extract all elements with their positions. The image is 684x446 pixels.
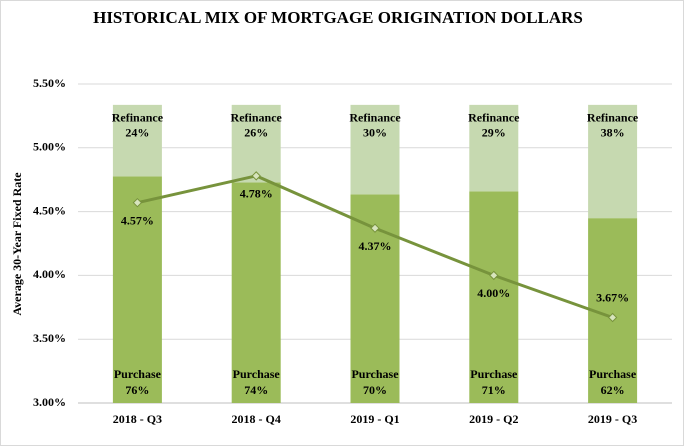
x-tick-label: 2018 - Q3 <box>113 412 162 426</box>
segment-name: Purchase <box>114 367 162 381</box>
rate-label: 4.57% <box>121 213 154 227</box>
bar-segment <box>231 182 281 403</box>
segment-name: Purchase <box>233 367 281 381</box>
x-tick-label: 2019 - Q2 <box>469 412 518 426</box>
y-tick-label: 5.00% <box>33 140 66 154</box>
segment-name: Purchase <box>470 367 518 381</box>
rate-marker <box>489 270 499 281</box>
data-label: 24% <box>125 126 149 140</box>
data-label: 30% <box>363 126 387 140</box>
segment-name: Refinance <box>468 111 520 125</box>
segment-name: Refinance <box>587 111 639 125</box>
data-label: 76% <box>125 383 149 397</box>
y-tick-label: 5.50% <box>33 76 66 90</box>
rate-label: 4.78% <box>240 187 273 201</box>
segment-name: Refinance <box>112 111 164 125</box>
bar-segment <box>469 104 519 192</box>
data-label: 70% <box>363 383 387 397</box>
x-tick-label: 2019 - Q1 <box>350 412 399 426</box>
bar-segment <box>469 191 519 403</box>
y-tick-label: 4.00% <box>33 267 66 281</box>
rate-label: 4.00% <box>477 286 510 300</box>
y-tick-label: 4.50% <box>33 203 66 217</box>
y-axis-label: Average 30-Year Fixed Rate <box>10 172 24 316</box>
data-label: 38% <box>601 126 625 140</box>
data-label: 74% <box>244 383 268 397</box>
data-label: 62% <box>601 383 625 397</box>
data-label: 26% <box>244 126 268 140</box>
segment-name: Purchase <box>351 367 399 381</box>
rate-marker <box>607 312 618 323</box>
data-label: 71% <box>482 383 506 397</box>
chart-title: HISTORICAL MIX OF MORTGAGE ORIGINATION D… <box>93 8 583 27</box>
bar-segment <box>588 104 638 219</box>
rate-marker <box>370 223 380 233</box>
rate-marker <box>132 197 143 208</box>
bar-segment <box>112 104 162 177</box>
bar-segment <box>231 104 281 183</box>
y-tick-label: 3.00% <box>33 395 66 409</box>
bar-segment <box>350 104 400 195</box>
rate-marker <box>251 171 261 181</box>
rate-label: 4.37% <box>359 239 392 253</box>
segment-name: Refinance <box>231 111 283 125</box>
segment-name: Refinance <box>349 111 401 125</box>
rate-label: 3.67% <box>596 290 629 304</box>
segment-name: Purchase <box>589 367 637 381</box>
data-label: 29% <box>482 126 506 140</box>
bar-segment <box>112 176 162 403</box>
x-tick-label: 2018 - Q4 <box>232 412 281 426</box>
x-tick-label: 2019 - Q3 <box>588 412 637 426</box>
y-tick-label: 3.50% <box>33 331 66 345</box>
